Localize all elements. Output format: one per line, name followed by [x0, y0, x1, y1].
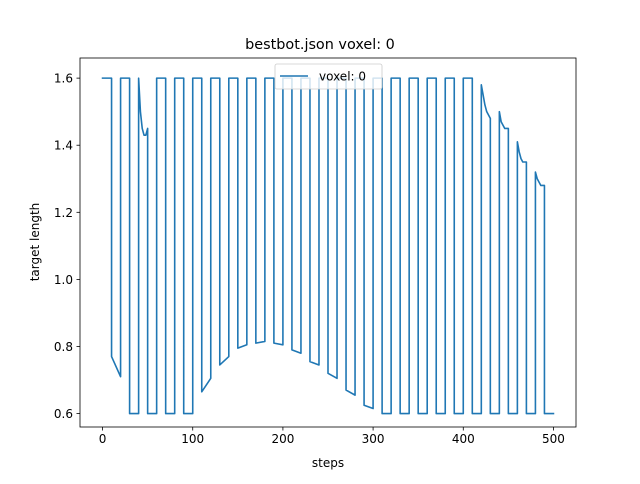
series-line: [101, 77, 555, 415]
x-tick-label: 500: [542, 432, 565, 446]
chart-title: bestbot.json voxel: 0: [245, 37, 395, 53]
series-layer: [101, 77, 555, 415]
x-axis-ticks: 0 100 200 300 400 500: [99, 427, 565, 446]
y-tick-label: 0.8: [54, 340, 73, 354]
x-tick-label: 0: [99, 432, 107, 446]
y-tick-label: 1.2: [54, 206, 73, 220]
x-tick-label: 200: [271, 432, 294, 446]
legend: voxel: 0: [274, 63, 383, 90]
legend-label: voxel: 0: [319, 70, 366, 84]
y-axis-label: target length: [28, 203, 42, 282]
y-tick-label: 1.0: [54, 273, 73, 287]
x-tick-label: 300: [362, 432, 385, 446]
y-axis-ticks: 0.6 0.8 1.0 1.2 1.4 1.6: [54, 72, 80, 421]
y-tick-label: 1.6: [54, 72, 73, 86]
y-tick-label: 0.6: [54, 407, 73, 421]
x-tick-label: 100: [181, 432, 204, 446]
x-tick-label: 400: [452, 432, 475, 446]
legend-box: [274, 63, 383, 90]
plot-frame: [79, 57, 577, 428]
x-axis-label: steps: [312, 456, 344, 470]
y-tick-label: 1.4: [54, 139, 73, 153]
